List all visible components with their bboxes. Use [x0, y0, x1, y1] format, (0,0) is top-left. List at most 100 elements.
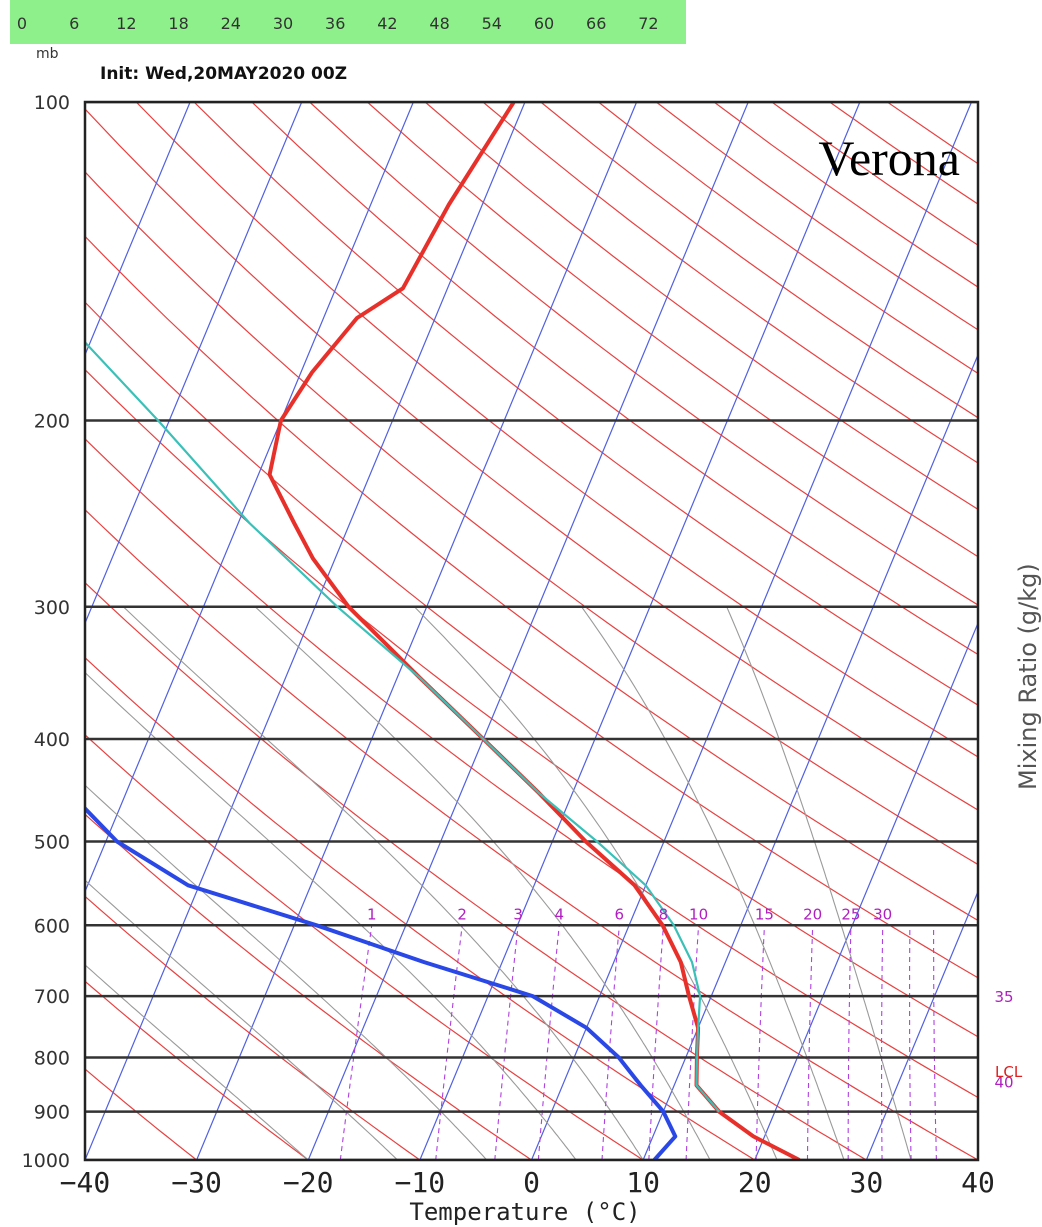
dry-adiabat-line: [85, 108, 978, 811]
x-axis-label: Temperature (°C): [409, 1198, 640, 1226]
isotherm-line: [85, 102, 303, 625]
forecast-hour-18[interactable]: 18: [168, 14, 189, 33]
isotherm-line: [196, 102, 638, 1160]
mixing-ratio-label: 30: [873, 905, 892, 923]
mixing-ratio-label: 4: [554, 905, 564, 923]
mixing-ratio-line: [933, 925, 937, 1160]
moist-adiabat-line: [254, 606, 711, 1160]
mixing-ratio-line: [909, 925, 912, 1160]
isotherm-line: [530, 102, 973, 1160]
dry-adiabat-line: [85, 656, 756, 1160]
dry-adiabat-line: [85, 733, 645, 1160]
forecast-hour-48[interactable]: 48: [429, 14, 450, 33]
forecast-hour-54[interactable]: 54: [481, 14, 502, 33]
isotherm-line: [865, 890, 978, 1160]
mixing-ratio-label: 35: [994, 988, 1013, 1006]
temperature-tick-label: 30: [850, 1166, 884, 1199]
moist-adiabat-line: [414, 606, 778, 1160]
forecast-hour-36[interactable]: 36: [325, 14, 346, 33]
temperature-tick-label: 20: [738, 1166, 772, 1199]
pressure-tick-label: 800: [34, 1047, 70, 1069]
moist-adiabat-line: [85, 784, 488, 1160]
mixing-ratio-line: [648, 925, 664, 1160]
temperature-tick-label: −30: [171, 1166, 222, 1199]
isotherm-line: [307, 102, 749, 1160]
isotherm-line: [85, 102, 191, 357]
mixing-ratio-line: [435, 925, 463, 1160]
plot-area: [85, 102, 978, 1160]
pressure-tick-label: 200: [34, 410, 70, 432]
moist-adiabat-line: [123, 606, 644, 1160]
dewpoint-profile-line: [85, 805, 678, 1160]
dry-adiabat-line: [85, 1159, 86, 1160]
moist-adiabat-line: [85, 879, 398, 1160]
dry-adiabat-line: [135, 102, 978, 758]
dry-adiabat-line: [540, 102, 978, 419]
dry-adiabat-line: [85, 368, 978, 1038]
temperature-profile-line: [267, 102, 801, 1160]
moist-adiabat-line: [726, 606, 912, 1160]
mixing-ratio-label: 6: [615, 905, 625, 923]
isotherm-line: [85, 102, 526, 1160]
dry-adiabat-line: [829, 102, 978, 205]
dry-adiabat-line: [366, 102, 978, 558]
mixing-ratio-label: 8: [659, 905, 669, 923]
forecast-hour-42[interactable]: 42: [377, 14, 398, 33]
pressure-tick-label: 900: [34, 1102, 70, 1124]
dry-adiabat-line: [85, 1068, 198, 1160]
pressure-tick-label: 500: [34, 832, 70, 854]
isotherm-line: [754, 621, 978, 1160]
mixing-ratio-axis-label: Mixing Ratio (g/kg): [1014, 563, 1042, 790]
forecast-hour-0[interactable]: 0: [16, 14, 28, 33]
dry-adiabat-line: [85, 235, 978, 922]
forecast-hour-60[interactable]: 60: [533, 14, 555, 33]
init-time-label: Init: Wed,20MAY2020 00Z: [100, 64, 348, 84]
lcl-label: LCL: [995, 1063, 1023, 1081]
mixing-ratio-label: 1: [367, 905, 377, 923]
forecast-hour-66[interactable]: 66: [586, 14, 607, 33]
moist-adiabat-line: [581, 606, 845, 1160]
dry-adiabat-line: [85, 980, 310, 1160]
dry-adiabat-line: [598, 102, 978, 375]
mixing-ratio-label: 3: [513, 905, 523, 923]
dry-adiabat-line: [85, 301, 978, 979]
forecast-hour-bar: 0 6 12 18 24 30 36 42 48 54 60 66 72: [10, 0, 686, 44]
temperature-tick-label: 0: [523, 1166, 540, 1199]
dry-adiabat-line: [193, 102, 978, 706]
forecast-hour-12[interactable]: 12: [116, 14, 137, 33]
pressure-unit-label: mb: [36, 46, 59, 62]
plot-frame: [83, 100, 980, 1162]
station-name: Verona: [818, 130, 960, 186]
mixing-ratio-label: 10: [689, 905, 708, 923]
temperature-tick-label: −10: [395, 1166, 446, 1199]
dry-adiabat-line: [85, 895, 421, 1160]
forecast-hour-30[interactable]: 30: [272, 14, 294, 33]
moist-adiabat-line: [85, 671, 577, 1160]
dry-adiabat-line: [85, 171, 978, 866]
temperature-tick-label: 10: [626, 1166, 660, 1199]
pressure-tick-label: 400: [34, 729, 70, 751]
pressure-tick-label: 1000: [22, 1150, 70, 1172]
forecast-hour-6[interactable]: 6: [69, 14, 80, 33]
isotherm-line: [419, 102, 861, 1160]
mixing-ratio-label: 40: [994, 1073, 1013, 1091]
isotherm-line: [85, 102, 414, 894]
parcel-profile-line: [85, 340, 720, 1113]
mixing-ratio-line: [755, 925, 765, 1160]
pressure-tick-label: 600: [34, 915, 70, 937]
dry-adiabat-line: [85, 508, 978, 1160]
moist-adiabat-line: [85, 964, 309, 1160]
mixing-ratio-label: 20: [803, 905, 822, 923]
temperature-tick-label: −20: [283, 1166, 334, 1199]
forecast-hour-24[interactable]: 24: [220, 14, 241, 33]
mixing-ratio-line: [881, 925, 884, 1160]
mixing-ratio-label: 25: [841, 905, 860, 923]
forecast-hour-72[interactable]: 72: [638, 14, 659, 33]
mixing-ratio-label: 2: [457, 905, 467, 923]
temperature-tick-label: −40: [60, 1166, 111, 1199]
pressure-tick-label: 700: [34, 986, 70, 1008]
dry-adiabat-line: [309, 102, 978, 606]
dry-adiabat-line: [251, 102, 978, 656]
